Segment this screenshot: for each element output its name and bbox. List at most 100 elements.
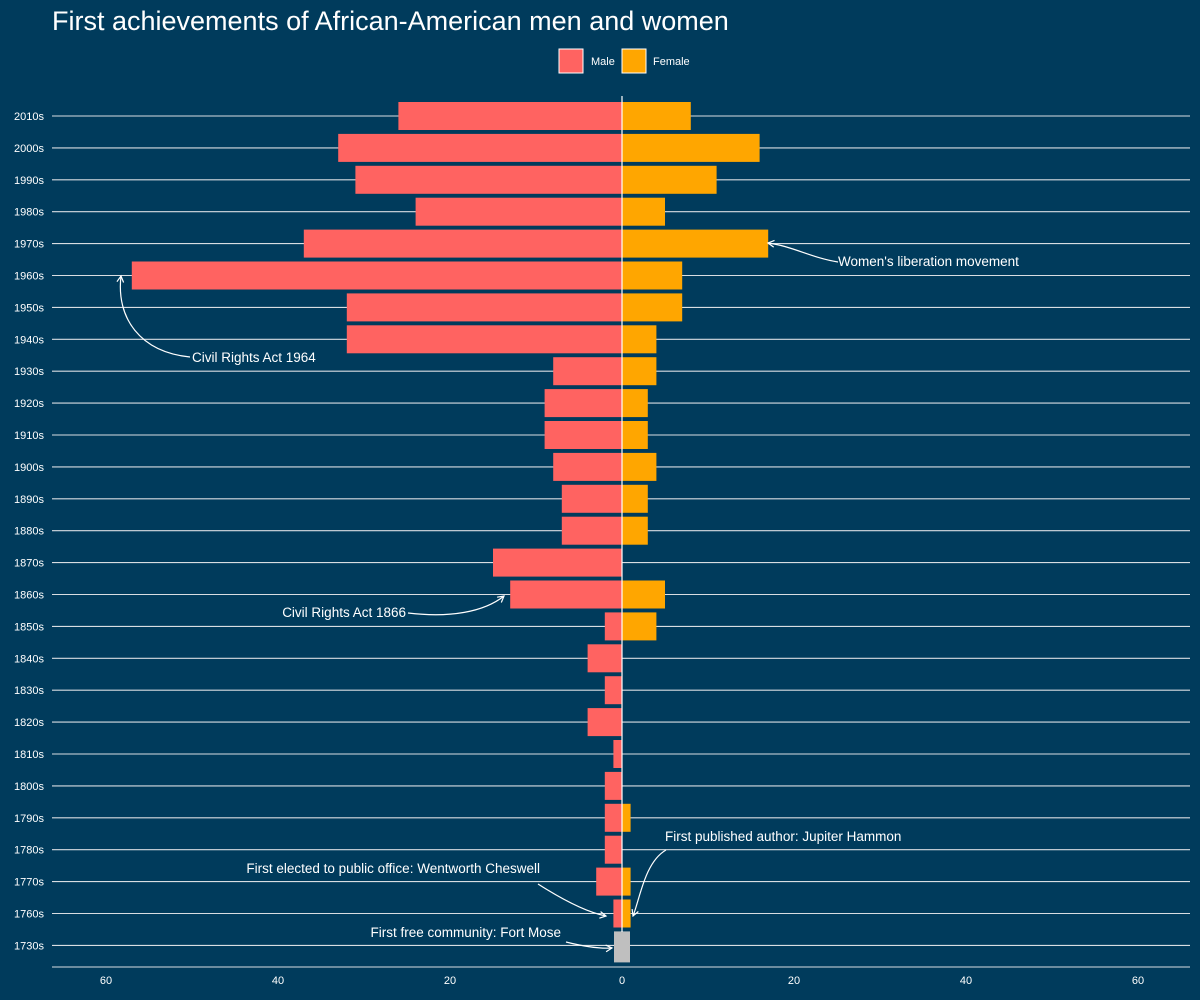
bar-male xyxy=(587,644,622,673)
bar-male xyxy=(553,452,622,481)
y-tick-label: 1800s xyxy=(14,781,44,793)
bar-female xyxy=(622,357,657,386)
bar-male xyxy=(561,516,622,545)
bar-male xyxy=(604,835,622,864)
x-tick-label: 60 xyxy=(100,975,112,987)
annotation-label: First elected to public office: Wentwort… xyxy=(246,861,540,876)
y-tick-label: 1960s xyxy=(14,271,44,283)
annotation-arrow xyxy=(119,275,191,358)
y-tick-label: 1730s xyxy=(14,940,44,952)
bar-male xyxy=(587,708,622,737)
y-tick-label: 1810s xyxy=(14,749,44,761)
y-tick-label: 1990s xyxy=(14,175,44,187)
annotation-label: Civil Rights Act 1866 xyxy=(282,605,406,620)
bar-male xyxy=(613,899,622,928)
y-tick-label: 1910s xyxy=(14,430,44,442)
bar-female xyxy=(622,580,665,609)
y-tick-label: 1920s xyxy=(14,398,44,410)
bar-male xyxy=(493,548,622,577)
annotation-arrow xyxy=(565,941,613,949)
annotation-label: Civil Rights Act 1964 xyxy=(192,350,316,365)
y-tick-label: 1770s xyxy=(14,877,44,889)
annotation-arrow xyxy=(767,242,839,263)
bar-female xyxy=(622,102,691,130)
y-tick-label: 1840s xyxy=(14,653,44,665)
y-tick-label: 1860s xyxy=(14,590,44,602)
bar-male xyxy=(596,867,622,896)
annotations: Women's liberation movement Civil Rights … xyxy=(116,239,1019,953)
bar-male xyxy=(604,612,622,641)
y-tick-label: 1880s xyxy=(14,526,44,538)
bar-female xyxy=(622,389,648,418)
legend: Male Female xyxy=(558,48,690,74)
x-tick-label: 40 xyxy=(960,975,972,987)
bar-female xyxy=(622,899,631,928)
x-axis: 60 40 20 0 20 40 60 xyxy=(52,966,1190,987)
bar-male xyxy=(398,102,622,130)
bar-female xyxy=(622,229,769,258)
y-tick-label: 1890s xyxy=(14,494,44,506)
y-tick-label: 1820s xyxy=(14,717,44,729)
bar-male xyxy=(604,803,622,832)
annotation-arrow xyxy=(537,883,607,917)
y-tick-label: 1830s xyxy=(14,685,44,697)
y-tick-label: 1980s xyxy=(14,207,44,219)
y-tick-label: 1970s xyxy=(14,239,44,251)
legend-label: Male xyxy=(591,56,615,68)
bar-male xyxy=(415,197,622,226)
y-tick-label: 2010s xyxy=(14,111,44,123)
bar-male xyxy=(604,676,622,705)
y-tick-label: 1900s xyxy=(14,462,44,474)
annotation-arrowhead xyxy=(766,239,775,248)
bar-female xyxy=(622,452,657,481)
x-tick-label: 0 xyxy=(619,975,625,987)
legend-label: Female xyxy=(653,56,690,68)
bar-male xyxy=(544,421,622,449)
y-tick-label: 1870s xyxy=(14,558,44,570)
bar-male xyxy=(131,261,623,290)
y-tick-label: 2000s xyxy=(14,143,44,155)
x-tick-label: 40 xyxy=(272,975,284,987)
legend-swatch xyxy=(621,48,647,74)
annotation-label: First free community: Fort Mose xyxy=(370,925,561,940)
bar-female xyxy=(622,293,683,322)
annotation-label: Women's liberation movement xyxy=(838,254,1019,269)
bar-male xyxy=(510,580,622,609)
annotation-arrowhead xyxy=(599,911,608,919)
bar-male xyxy=(338,133,622,162)
bar-male xyxy=(604,771,622,800)
bars xyxy=(131,96,769,963)
annotation-arrow xyxy=(632,849,667,917)
y-tick-label: 1790s xyxy=(14,813,44,825)
bar-female xyxy=(622,421,648,449)
bar-male xyxy=(561,484,622,513)
bar-female xyxy=(622,803,631,832)
y-tick-label: 1940s xyxy=(14,334,44,346)
x-tick-label: 60 xyxy=(1132,975,1144,987)
annotation-arrowhead xyxy=(116,274,125,283)
bar-female xyxy=(622,516,648,545)
bar-highlight xyxy=(614,931,630,963)
x-tick-label: 20 xyxy=(788,975,800,987)
y-tick-label: 1930s xyxy=(14,366,44,378)
bar-male xyxy=(553,357,622,386)
bar-female xyxy=(622,612,657,641)
legend-swatch xyxy=(558,48,584,74)
bar-male xyxy=(544,389,622,418)
bar-male xyxy=(303,229,622,258)
y-tick-label: 1850s xyxy=(14,621,44,633)
annotation-arrowhead xyxy=(497,595,505,603)
bar-female xyxy=(622,484,648,513)
annotation-arrow xyxy=(407,595,505,616)
y-tick-label: 1780s xyxy=(14,845,44,857)
bar-male xyxy=(355,165,622,194)
bar-female xyxy=(622,325,657,354)
y-axis-labels: 2010s 2000s 1990s 1980s 1970s 1960s 1950s 1940s… xyxy=(14,111,44,952)
bar-female xyxy=(622,165,717,194)
bar-male xyxy=(346,325,622,354)
bar-male xyxy=(346,293,622,322)
annotation-arrowhead xyxy=(605,944,614,953)
bar-male xyxy=(613,740,622,768)
x-tick-label: 20 xyxy=(444,975,456,987)
